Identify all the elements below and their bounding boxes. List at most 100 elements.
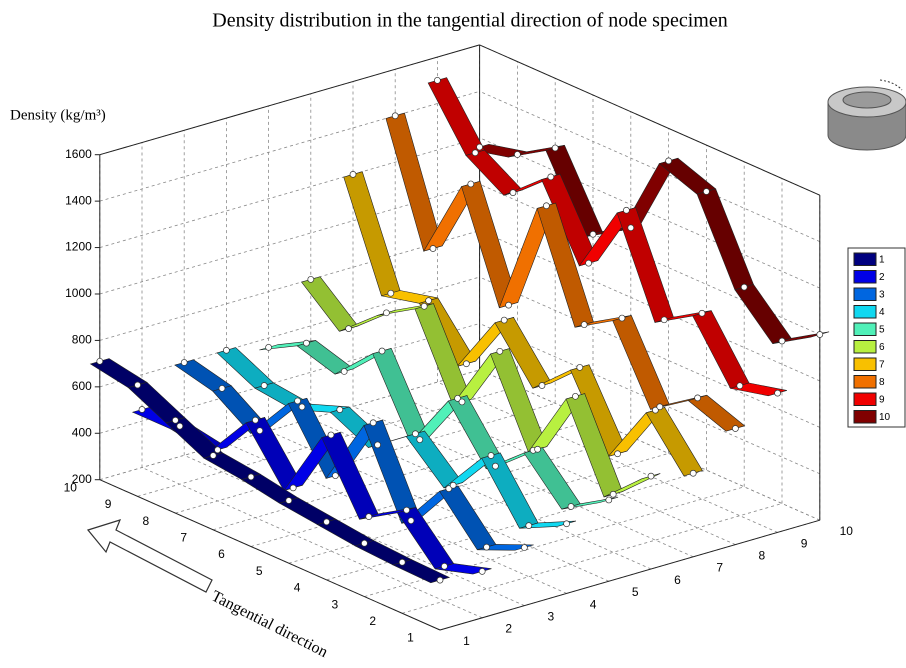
z-tick-label: 600 <box>72 379 92 393</box>
data-point <box>496 347 504 355</box>
data-point <box>223 346 230 354</box>
data-point <box>476 143 483 151</box>
data-point <box>303 339 310 347</box>
data-point <box>609 490 617 498</box>
z-tick-label: 1400 <box>65 193 92 207</box>
legend-label: 6 <box>879 342 885 353</box>
data-point <box>138 406 146 413</box>
data-point <box>774 389 781 397</box>
data-point <box>407 517 415 525</box>
legend-label: 5 <box>879 324 885 335</box>
data-point <box>96 357 104 365</box>
grid-line <box>141 467 483 619</box>
x-tick-label: 1 <box>407 631 414 645</box>
legend-label: 8 <box>879 377 885 388</box>
z-tick-label: 400 <box>72 425 92 439</box>
data-point <box>256 427 264 435</box>
data-point <box>332 472 339 480</box>
legend-label: 4 <box>879 307 885 318</box>
grid-line <box>268 430 609 582</box>
data-point <box>698 309 706 317</box>
data-point <box>345 325 352 332</box>
direction-arrow <box>86 519 213 593</box>
data-point <box>180 359 188 366</box>
legend-swatch <box>853 305 877 319</box>
data-point <box>298 403 306 411</box>
axis-edge <box>99 44 480 156</box>
grid-line <box>437 381 778 533</box>
data-point <box>521 544 528 551</box>
y-tick-label: 8 <box>759 548 766 562</box>
data-point <box>441 562 448 570</box>
z-tick-label: 800 <box>72 333 92 347</box>
legend-swatch <box>853 357 877 371</box>
data-point <box>623 206 630 214</box>
x-tick-label: 5 <box>256 564 263 578</box>
data-point <box>172 416 179 424</box>
x-tick-label: 7 <box>180 531 187 545</box>
legend-label: 10 <box>879 412 891 423</box>
ribbon-segment <box>734 284 792 345</box>
data-point <box>391 112 399 120</box>
data-point <box>580 321 588 328</box>
grid-line <box>395 393 736 545</box>
data-point <box>463 360 470 368</box>
data-point <box>294 397 301 405</box>
ribbon-segment <box>523 447 581 510</box>
legend-label: 2 <box>879 272 885 283</box>
data-point <box>567 503 575 510</box>
data-point <box>627 224 635 232</box>
y-tick-label: 4 <box>590 597 597 611</box>
z-tick-label: 1000 <box>65 286 92 300</box>
x-tick-label: 4 <box>294 581 301 595</box>
axis-edge <box>99 479 441 631</box>
grid-line <box>226 442 567 594</box>
z-tick-label: 200 <box>72 472 92 486</box>
data-point <box>260 382 268 389</box>
ribbon-segment <box>692 310 750 389</box>
data-point <box>265 343 272 351</box>
data-point <box>365 513 373 520</box>
data-point <box>436 576 444 584</box>
data-point <box>500 316 508 324</box>
data-point <box>454 394 461 402</box>
data-point <box>323 518 330 526</box>
data-point <box>660 316 668 324</box>
data-point <box>361 539 368 547</box>
x-tick-label: 2 <box>369 614 376 628</box>
data-point <box>349 171 357 178</box>
y-tick-label: 9 <box>801 536 808 550</box>
y-tick-label: 2 <box>505 622 512 636</box>
data-point <box>534 445 541 453</box>
data-point <box>487 452 495 459</box>
data-point <box>525 522 533 529</box>
data-point <box>252 416 259 424</box>
axis-edge <box>439 519 820 631</box>
data-point <box>134 381 141 389</box>
z-axis-label: Density (kg/m³) <box>10 107 106 123</box>
data-point <box>547 173 555 181</box>
data-point <box>509 189 517 196</box>
data-point <box>429 245 437 252</box>
data-point <box>551 144 559 152</box>
ribbon-segment <box>616 207 674 323</box>
legend-swatch <box>853 287 877 301</box>
y-tick-label: 5 <box>632 585 639 599</box>
z-tick-label: 1200 <box>65 240 92 254</box>
y-tick-label: 10 <box>840 524 854 538</box>
legend-label: 1 <box>879 254 885 265</box>
data-point <box>689 469 697 477</box>
ribbon-segment <box>405 430 463 489</box>
data-point <box>416 436 424 444</box>
ribbon-segment <box>439 485 497 551</box>
data-point <box>665 157 672 165</box>
data-point <box>656 403 664 411</box>
data-point <box>740 283 748 291</box>
legend: 1 2 3 4 5 6 7 8 9 10 <box>847 247 906 428</box>
data-point <box>483 543 490 551</box>
data-point <box>398 558 406 566</box>
ribbon-segment <box>301 276 359 332</box>
ribbon-segment <box>696 188 754 291</box>
data-point <box>589 230 597 238</box>
ribbon-segment <box>385 112 443 252</box>
